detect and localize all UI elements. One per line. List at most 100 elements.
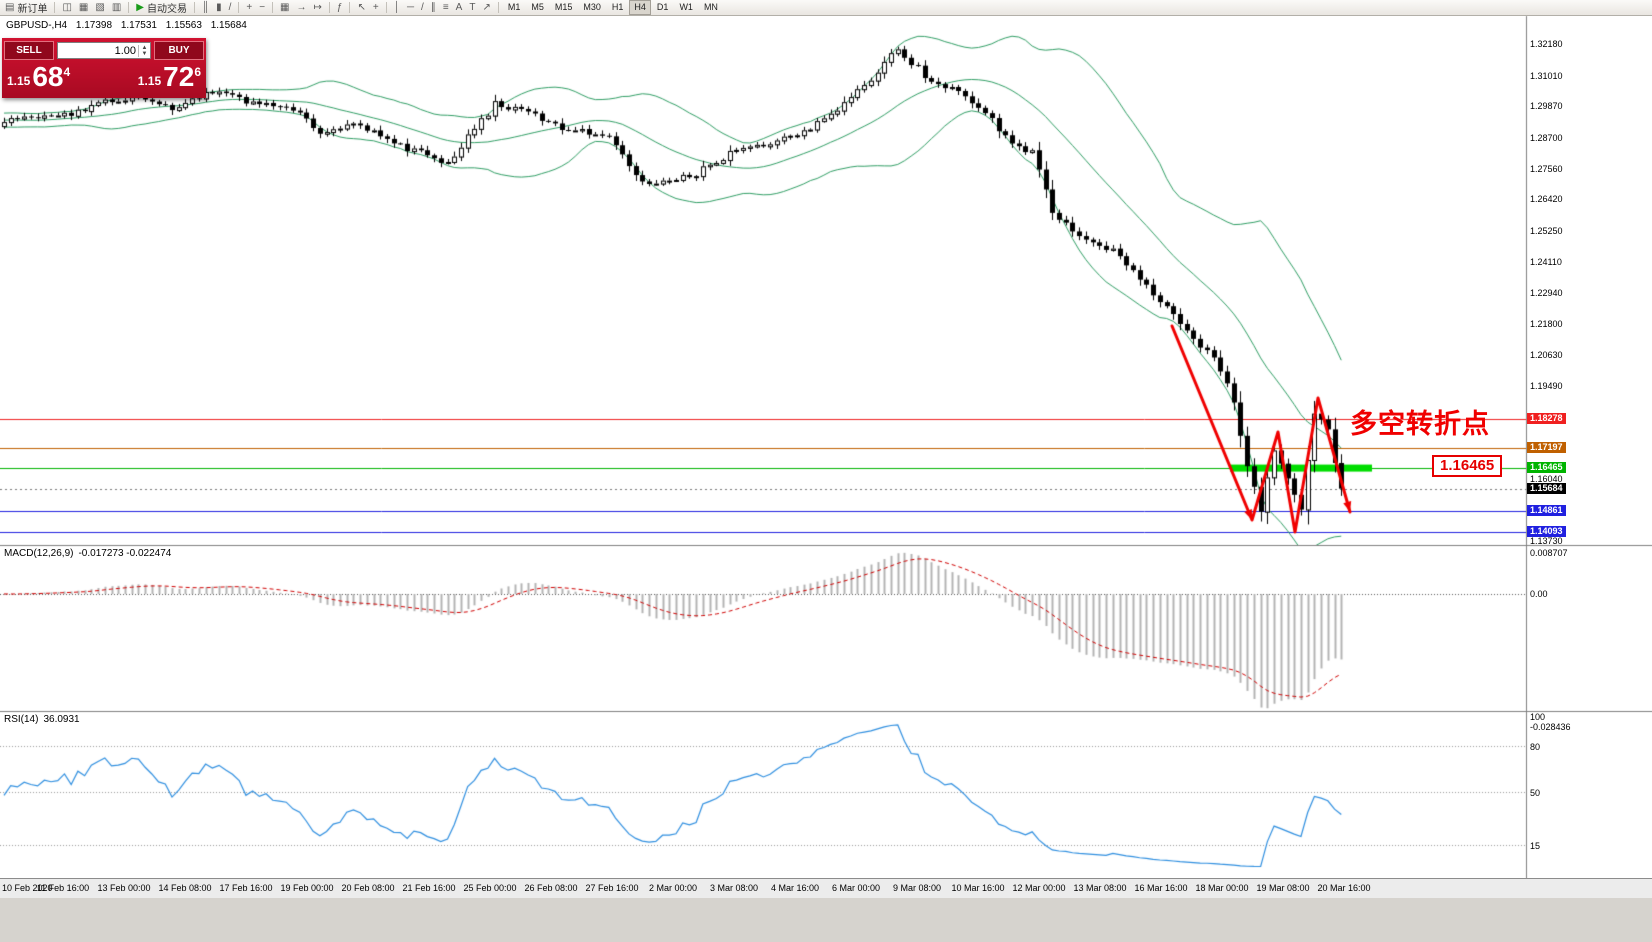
ask-pip-digit: 6 bbox=[194, 65, 201, 79]
terminal-icon[interactable]: ▥ bbox=[111, 1, 122, 13]
time-axis-label: 19 Mar 08:00 bbox=[1256, 883, 1310, 893]
price-scale-label: 1.21800 bbox=[1530, 318, 1563, 329]
zoom-out-icon[interactable]: − bbox=[259, 1, 266, 13]
zoom-in-icon[interactable]: + bbox=[246, 1, 253, 13]
auto-trading-button[interactable]: ▶ 自动交易 bbox=[133, 1, 190, 16]
one-click-trading-panel: SELL 1.00 ▲ ▼ BUY 1.15 68 4 1.15 72 6 bbox=[2, 38, 206, 98]
macd-scale-label: 0.00 bbox=[1530, 589, 1548, 599]
timeframe-d1-button[interactable]: D1 bbox=[656, 2, 669, 12]
time-axis-label: 11 Feb 16:00 bbox=[36, 883, 90, 893]
toolbar: ▤ 新订单 ◫ ▦ ▧ ▥ ▶ 自动交易 ║ ▮ / + − ▦ → ↦ ƒ ↖ + │ ─ / ∥ ≡ A T ↗ M1… bbox=[0, 0, 1652, 16]
time-axis-label: 16 Mar 16:00 bbox=[1134, 883, 1188, 893]
time-axis-label: 2 Mar 00:00 bbox=[648, 883, 698, 893]
volume-stepper[interactable]: ▲ ▼ bbox=[138, 44, 150, 57]
time-axis-label: 25 Feb 00:00 bbox=[463, 883, 517, 893]
time-axis-label: 26 Feb 08:00 bbox=[524, 883, 578, 893]
rsi-scale-label: 15 bbox=[1530, 841, 1541, 852]
ask-prefix: 1.15 bbox=[137, 74, 162, 88]
line-chart-icon[interactable]: / bbox=[228, 1, 232, 13]
price-scale[interactable]: 1.32180 1.31010 1.29870 1.28700 1.27560 1.264… bbox=[1526, 15, 1652, 898]
volume-up-icon[interactable]: ▲ bbox=[141, 44, 148, 51]
rsi-scale-label: 100 bbox=[1530, 712, 1546, 722]
rsi-label: RSI(14) 36.0931 bbox=[4, 714, 85, 725]
price-scale-label: 1.31010 bbox=[1530, 70, 1563, 81]
trendline-icon[interactable]: / bbox=[421, 1, 424, 13]
indicators-icon[interactable]: ƒ bbox=[336, 1, 343, 13]
price-scale-label: 1.19490 bbox=[1530, 381, 1563, 392]
symbol-title: GBPUSD-,H4 bbox=[6, 20, 68, 31]
buy-button[interactable]: BUY bbox=[154, 41, 204, 60]
level-price-tag: 1.14861 bbox=[1527, 504, 1566, 516]
chart-shift-icon[interactable]: ↦ bbox=[313, 1, 322, 13]
level-price-tag: 1.14093 bbox=[1527, 525, 1566, 537]
timeframe-m1-button[interactable]: M1 bbox=[507, 2, 521, 12]
fibonacci-icon[interactable]: ≡ bbox=[442, 1, 449, 13]
timeframe-h1-button[interactable]: H1 bbox=[611, 2, 624, 12]
crosshair-icon[interactable]: + bbox=[372, 1, 379, 13]
time-axis-label: 10 Mar 16:00 bbox=[951, 883, 1005, 893]
price-scale-label: 1.26420 bbox=[1530, 194, 1563, 205]
time-axis-label: 17 Feb 16:00 bbox=[219, 883, 273, 893]
timeframe-m5-button[interactable]: M5 bbox=[531, 2, 544, 12]
volume-down-icon[interactable]: ▼ bbox=[141, 50, 148, 57]
timeframe-w1-button[interactable]: W1 bbox=[679, 2, 693, 12]
symbol-close: 1.15684 bbox=[210, 20, 247, 31]
volume-input[interactable]: 1.00 ▲ ▼ bbox=[57, 42, 151, 59]
charts-window-icon[interactable]: ◫ bbox=[62, 1, 72, 13]
macd-scale-label: -0.028436 bbox=[1530, 722, 1571, 733]
navigator-icon[interactable]: ▧ bbox=[95, 1, 105, 13]
time-axis-label: 9 Mar 08:00 bbox=[892, 883, 942, 893]
time-axis-label: 20 Mar 16:00 bbox=[1317, 883, 1371, 893]
sell-button[interactable]: SELL bbox=[4, 41, 54, 60]
time-axis-label: 10 Feb 2020 bbox=[2, 883, 53, 893]
price-scale-label: 1.20630 bbox=[1530, 350, 1563, 361]
volume-value: 1.00 bbox=[114, 44, 136, 57]
macd-label: MACD(12,26,9) -0.017273 -0.022474 bbox=[4, 548, 176, 559]
symbol-open: 1.17398 bbox=[75, 20, 113, 31]
arrow-object-icon[interactable]: ↗ bbox=[482, 1, 491, 13]
time-axis-label: 14 Feb 08:00 bbox=[158, 883, 212, 893]
toolbar-separator bbox=[328, 2, 330, 13]
candlestick-chart-icon[interactable]: ▮ bbox=[216, 1, 222, 13]
symbol-low: 1.15563 bbox=[165, 20, 202, 31]
timeframe-m15-button[interactable]: M15 bbox=[554, 2, 573, 12]
cursor-icon[interactable]: ↖ bbox=[357, 1, 366, 13]
time-axis-label: 13 Mar 08:00 bbox=[1073, 883, 1127, 893]
toolbar-separator bbox=[193, 2, 195, 13]
time-axis-label: 6 Mar 00:00 bbox=[831, 883, 881, 893]
text-icon[interactable]: A bbox=[455, 1, 463, 13]
bar-chart-icon[interactable]: ║ bbox=[201, 1, 210, 13]
current-price-tag: 1.15684 bbox=[1527, 482, 1566, 494]
timeframe-m30-button[interactable]: M30 bbox=[583, 2, 601, 12]
auto-trading-label: 自动交易 bbox=[146, 4, 187, 15]
market-watch-icon[interactable]: ▦ bbox=[78, 1, 89, 13]
price-scale-label: 1.25250 bbox=[1530, 225, 1563, 236]
price-scale-label: 1.22940 bbox=[1530, 288, 1563, 299]
toolbar-separator bbox=[54, 2, 56, 13]
vertical-line-icon[interactable]: │ bbox=[393, 1, 400, 13]
horizontal-line-icon[interactable]: ─ bbox=[406, 1, 415, 13]
new-order-button[interactable]: ▤ 新订单 bbox=[2, 1, 50, 16]
timeframe-h4-button[interactable]: H4 bbox=[629, 0, 651, 15]
price-scale-label: 1.16040 bbox=[1530, 474, 1563, 485]
time-axis-label: 13 Feb 00:00 bbox=[97, 883, 151, 893]
level-price-tag: 1.18278 bbox=[1527, 412, 1566, 424]
toolbar-separator bbox=[238, 2, 240, 13]
level-price-annotation[interactable]: 1.16465 bbox=[1432, 455, 1503, 477]
bid-pip-digit: 4 bbox=[63, 65, 71, 79]
timeframe-mn-button[interactable]: MN bbox=[703, 2, 718, 12]
time-axis-label: 20 Feb 08:00 bbox=[341, 883, 395, 893]
level-price-tag: 1.17197 bbox=[1527, 441, 1566, 453]
rsi-scale-label: 80 bbox=[1530, 742, 1541, 753]
label-icon[interactable]: T bbox=[469, 1, 476, 13]
turning-point-annotation[interactable]: 多空转折点 bbox=[1350, 409, 1490, 439]
channel-icon[interactable]: ∥ bbox=[430, 1, 436, 13]
macd-values: -0.017273 -0.022474 bbox=[78, 548, 172, 559]
window-background bbox=[0, 898, 1652, 942]
new-order-label: 新订单 bbox=[17, 4, 48, 15]
toolbar-separator bbox=[385, 2, 387, 13]
time-axis[interactable]: 10 Feb 2020 11 Feb 16:00 13 Feb 00:00 14 Fe… bbox=[0, 878, 1652, 898]
auto-scroll-icon[interactable]: → bbox=[296, 1, 307, 13]
tile-windows-icon[interactable]: ▦ bbox=[280, 1, 290, 13]
